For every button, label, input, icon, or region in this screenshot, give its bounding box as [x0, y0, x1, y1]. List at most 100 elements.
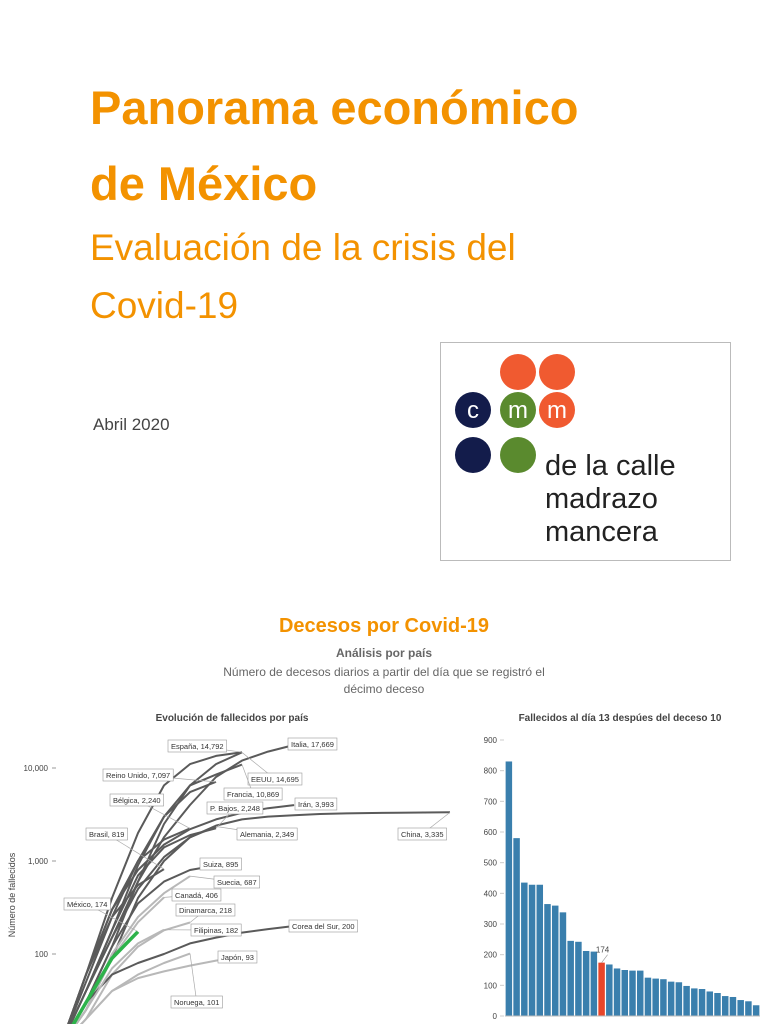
- label-box: [63, 897, 111, 911]
- y-tick-label: 900: [484, 736, 498, 745]
- section-subtitle: Análisis por país: [336, 646, 432, 660]
- bar: [521, 882, 528, 1016]
- y-axis-label: Número de fallecidos: [7, 852, 17, 937]
- series-label: P. Bajos, 2,248: [210, 804, 260, 813]
- bar: [598, 962, 605, 1016]
- label-box: [236, 827, 298, 841]
- bar: [737, 1000, 744, 1016]
- series-label: Japón, 93: [221, 953, 254, 962]
- label-box: [247, 772, 303, 786]
- label-box: [294, 797, 338, 811]
- series-label: México, 174: [67, 900, 107, 909]
- chart-title: Fallecidos al día 13 despúes del deceso …: [519, 713, 722, 724]
- logo-name: de la calle: [545, 450, 676, 482]
- bar: [652, 978, 659, 1016]
- y-tick-label: 500: [484, 859, 498, 868]
- bar: [644, 977, 652, 1016]
- y-tick-label: 200: [484, 951, 498, 960]
- series-label: Bélgica, 2,240: [113, 796, 161, 805]
- series-label: Irán, 3,993: [298, 800, 334, 809]
- series-label: España, 14,792: [171, 742, 224, 751]
- logo-dot: [455, 437, 491, 473]
- series-line: [67, 868, 165, 1024]
- bar: [505, 761, 513, 1016]
- bar-chart: Fallecidos al día 13 despúes del deceso …: [484, 713, 760, 1021]
- bar: [675, 982, 683, 1016]
- label-box: [199, 857, 242, 871]
- bar: [706, 991, 714, 1016]
- logo-name: mancera: [545, 516, 659, 548]
- section: Decesos por Covid-19 Análisis por país N…: [223, 615, 545, 696]
- chart-title: Evolución de fallecidos por país: [156, 713, 309, 724]
- bar: [698, 989, 706, 1016]
- bar: [528, 884, 536, 1016]
- title: Panorama económico: [90, 81, 578, 134]
- section-description: décimo deceso: [344, 682, 425, 696]
- logo-dot: [539, 354, 575, 390]
- label-box: [190, 923, 242, 937]
- bar: [621, 970, 629, 1016]
- bar: [606, 964, 613, 1016]
- series-label: EEUU, 14,695: [251, 775, 299, 784]
- bar: [629, 970, 636, 1016]
- leader-line: [189, 953, 198, 1003]
- label-box: [175, 903, 236, 917]
- label-box: [397, 827, 447, 841]
- bar: [721, 996, 729, 1016]
- label-box: [167, 739, 227, 753]
- series-label: Dinamarca, 218: [179, 906, 232, 915]
- series-label: Brasil, 819: [89, 830, 124, 839]
- bar: [582, 950, 590, 1016]
- leader-line: [601, 954, 608, 963]
- label-box: [171, 888, 222, 902]
- label-box: [287, 737, 338, 751]
- series-label: Italia, 17,669: [291, 740, 334, 749]
- subtitle: Evaluación de la crisis del: [90, 227, 516, 268]
- y-tick-label: 400: [484, 889, 498, 898]
- bar: [513, 838, 520, 1016]
- bar: [544, 904, 551, 1016]
- y-tick-label: 10,000: [24, 764, 49, 773]
- y-tick-label: 1,000: [28, 857, 49, 866]
- line-chart: Evolución de fallecidos por país Número d…: [7, 713, 451, 1024]
- y-tick-label: 700: [484, 797, 498, 806]
- bar: [691, 988, 698, 1016]
- bar: [551, 905, 559, 1016]
- label-box: [85, 827, 128, 841]
- series-label: Noruega, 101: [174, 998, 219, 1007]
- y-tick-label: 100: [35, 950, 49, 959]
- series-label: China, 3,335: [401, 830, 444, 839]
- bar: [567, 940, 574, 1016]
- series-label: Suecia, 687: [217, 878, 257, 887]
- date: Abril 2020: [93, 415, 170, 434]
- bar: [590, 951, 598, 1016]
- bar: [660, 979, 667, 1016]
- subtitle: Covid-19: [90, 285, 238, 326]
- y-tick-label: 300: [484, 920, 498, 929]
- bar: [729, 996, 737, 1016]
- logo-dot: [500, 437, 536, 473]
- bar: [745, 1001, 752, 1016]
- label-box: [217, 950, 258, 964]
- bar: [559, 912, 567, 1016]
- series-line: [74, 928, 165, 1024]
- logo-dot: [455, 392, 491, 428]
- series-label: Francia, 10,869: [227, 790, 279, 799]
- label-box: [213, 875, 260, 889]
- series-label: Corea del Sur, 200: [292, 922, 355, 931]
- title: de México: [90, 157, 317, 210]
- label-box: [109, 793, 164, 807]
- series-label: Alemania, 2,349: [240, 830, 294, 839]
- logo: c m m de la calle madrazo mancera: [440, 342, 731, 561]
- y-tick-label: 800: [484, 767, 498, 776]
- label-box: [206, 801, 264, 815]
- bar: [536, 884, 544, 1016]
- value-label: 174: [596, 946, 610, 955]
- y-tick-label: 600: [484, 828, 498, 837]
- bar: [667, 981, 675, 1016]
- y-tick-label: 0: [493, 1012, 498, 1021]
- bar: [683, 985, 690, 1016]
- series-label: Filipinas, 182: [194, 926, 238, 935]
- bar: [575, 941, 582, 1016]
